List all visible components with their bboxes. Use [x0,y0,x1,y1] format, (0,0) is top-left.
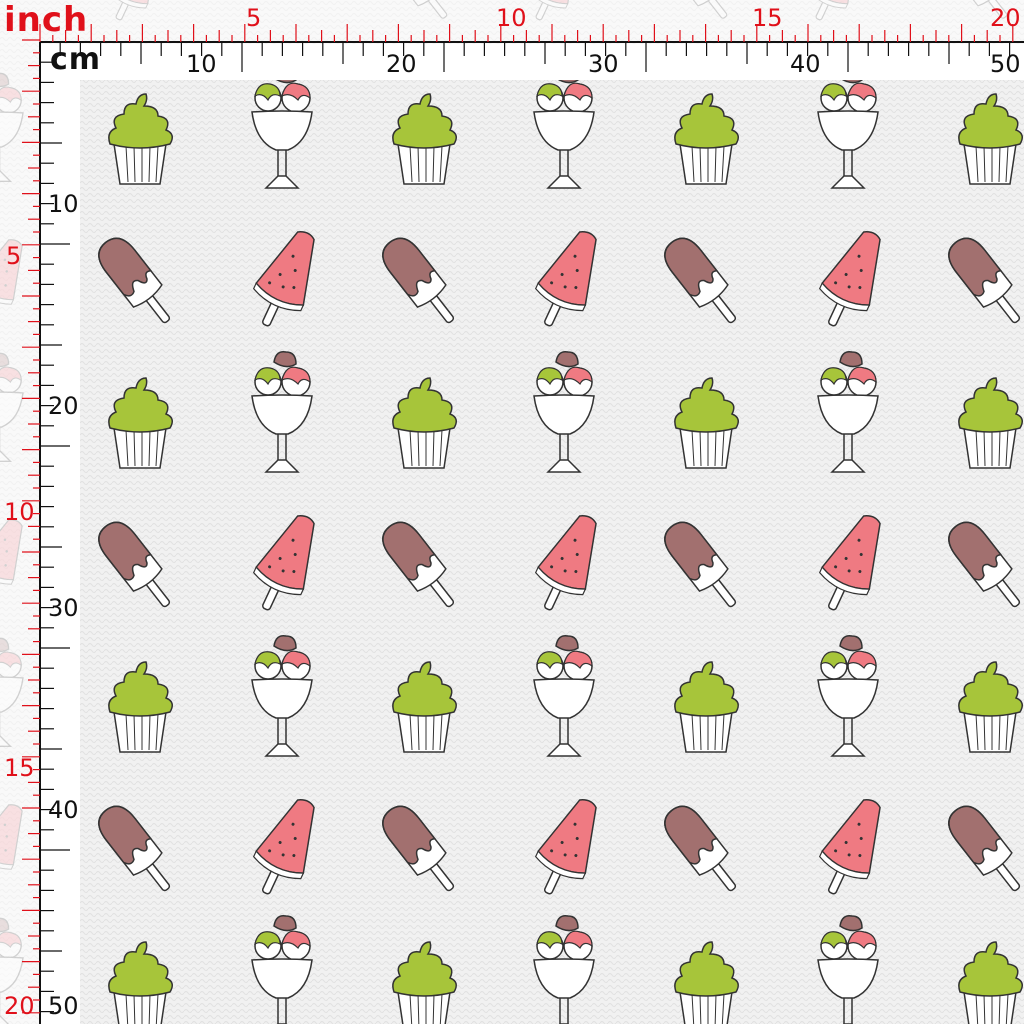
left-cm-label: 10 [48,190,79,218]
left-inch-label: 20 [4,992,35,1020]
inch-ruler-title: inch [4,0,89,40]
left-cm-label: 50 [48,992,79,1020]
top-cm-label: 10 [186,50,217,78]
top-cm-label: 20 [386,50,417,78]
top-cm-label: 40 [790,50,821,78]
top-cm-label: 30 [588,50,619,78]
cm-ruler-title: cm [50,42,102,77]
left-inch-label: 10 [4,498,35,526]
left-inch-label: 5 [6,242,22,270]
left-cm-label: 40 [48,796,79,824]
left-inch-label: 15 [4,754,35,782]
top-inch-label: 10 [496,4,527,32]
top-cm-label: 50 [990,50,1021,78]
top-inch-label: 20 [990,4,1021,32]
left-cm-label: 30 [48,594,79,622]
top-inch-label: 15 [752,4,783,32]
left-cm-label: 20 [48,392,79,420]
top-inch-label: 5 [246,4,262,32]
